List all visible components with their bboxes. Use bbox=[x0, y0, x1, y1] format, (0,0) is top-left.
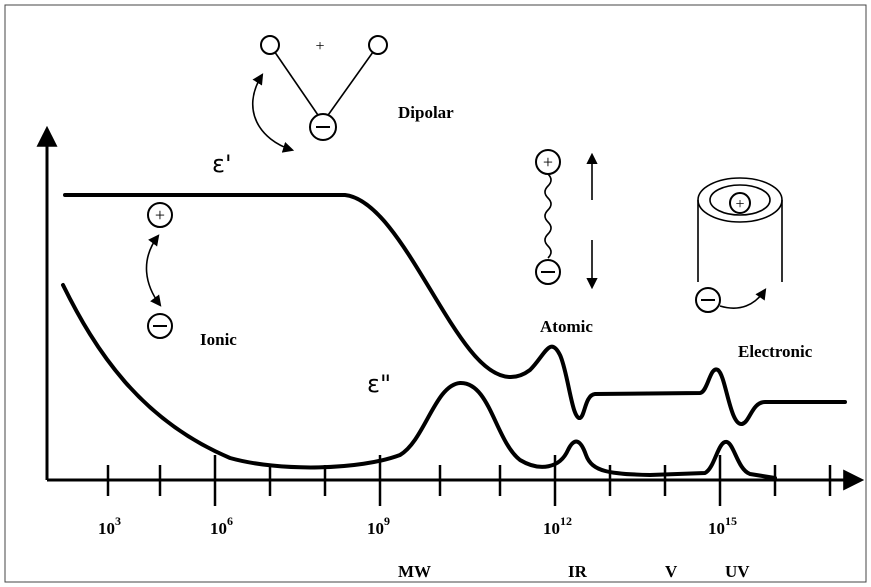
exponent: 15 bbox=[725, 514, 737, 528]
base: 10 bbox=[708, 519, 725, 538]
real-permittivity-curve bbox=[65, 195, 845, 424]
curve-label: ε' bbox=[212, 150, 232, 178]
frequency-label: 1015 bbox=[708, 514, 737, 538]
mechanism-label: Electronic bbox=[738, 342, 813, 361]
frequency-label: 1012 bbox=[543, 514, 572, 538]
band-label: IR bbox=[568, 562, 588, 581]
dipolar-icon: + bbox=[253, 36, 387, 150]
exponent: 6 bbox=[227, 514, 233, 528]
exponent: 3 bbox=[115, 514, 121, 528]
band-label: MW bbox=[398, 562, 431, 581]
loss-curve bbox=[63, 285, 775, 478]
base: 10 bbox=[367, 519, 384, 538]
exponent: 12 bbox=[560, 514, 572, 528]
mechanism-label: Ionic bbox=[200, 330, 237, 349]
svg-text:+: + bbox=[315, 38, 324, 55]
svg-text:+: + bbox=[735, 196, 744, 213]
base: 10 bbox=[543, 519, 560, 538]
base: 10 bbox=[98, 519, 115, 538]
band-label: V bbox=[665, 562, 678, 581]
frame bbox=[5, 5, 866, 582]
dielectric-diagram: + + + + ε' ε" Dipolar Ionic Atomic Elec bbox=[0, 0, 871, 587]
band-labels: MW IR V UV bbox=[398, 562, 750, 581]
svg-text:+: + bbox=[155, 205, 165, 225]
svg-text:+: + bbox=[543, 152, 553, 172]
mechanism-label: Atomic bbox=[540, 317, 593, 336]
electronic-icon: + bbox=[696, 178, 782, 312]
ionic-icon: + bbox=[146, 203, 172, 338]
atomic-icon: + bbox=[536, 150, 592, 287]
exponent: 9 bbox=[384, 514, 390, 528]
frequency-label: 106 bbox=[210, 514, 233, 538]
curve-label: ε" bbox=[367, 370, 391, 398]
base: 10 bbox=[210, 519, 227, 538]
band-label: UV bbox=[725, 562, 750, 581]
frequency-label: 109 bbox=[367, 514, 390, 538]
frequency-label: 103 bbox=[98, 514, 121, 538]
mechanism-label: Dipolar bbox=[398, 103, 454, 122]
